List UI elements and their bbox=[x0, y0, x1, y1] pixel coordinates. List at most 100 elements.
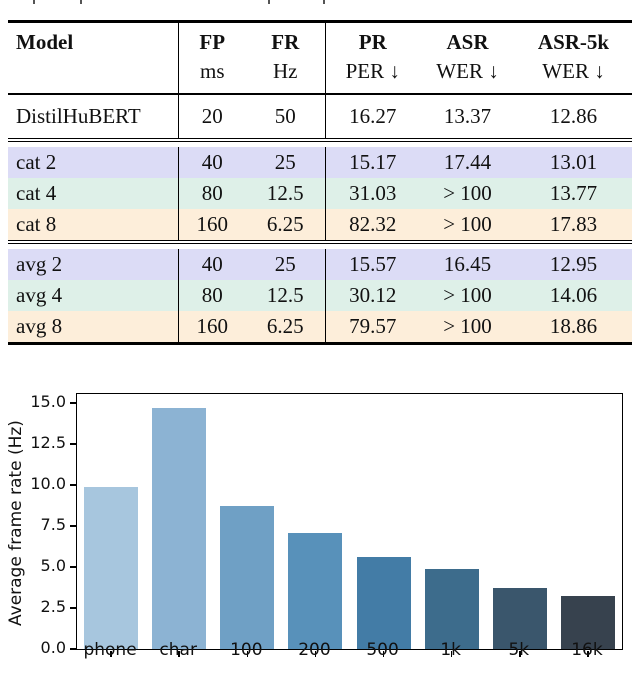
value-cell: 40 bbox=[177, 147, 246, 178]
cropped-text-fragment bbox=[33, 0, 35, 4]
x-tick-mark bbox=[314, 650, 317, 657]
cropped-text-fragment bbox=[323, 0, 325, 4]
value-cell: 13.37 bbox=[420, 94, 515, 139]
y-tick-label: 12.5 bbox=[30, 433, 66, 453]
double-rule bbox=[8, 138, 632, 142]
cropped-text-fragment bbox=[268, 0, 270, 4]
x-tick-mark bbox=[450, 650, 453, 657]
y-tick-label: 5.0 bbox=[40, 556, 66, 575]
table-header: Model FP FR PR ASR ASR-5k ms Hz PER ↓ WE… bbox=[8, 21, 632, 94]
y-tick-mark bbox=[69, 607, 76, 609]
value-cell: 20 bbox=[177, 94, 246, 139]
y-tick-mark bbox=[69, 566, 76, 568]
value-cell: 13.01 bbox=[515, 147, 632, 178]
value-cell: 16.45 bbox=[420, 249, 515, 280]
header-model: Model bbox=[16, 30, 74, 54]
results-table-wrapper: Model FP FR PR ASR ASR-5k ms Hz PER ↓ WE… bbox=[8, 20, 632, 345]
value-cell: > 100 bbox=[420, 209, 515, 241]
value-cell: 30.12 bbox=[324, 280, 420, 311]
x-tick-mark bbox=[110, 650, 112, 657]
value-cell: 80 bbox=[177, 280, 246, 311]
model-cell: avg 4 bbox=[8, 280, 178, 311]
value-cell: > 100 bbox=[420, 280, 515, 311]
x-tick-label-phone: phone bbox=[83, 640, 137, 660]
value-cell: 12.5 bbox=[246, 280, 325, 311]
bar-500 bbox=[356, 557, 411, 649]
value-cell: 50 bbox=[246, 94, 325, 139]
y-tick-label: 10.0 bbox=[30, 474, 66, 493]
x-tick-label-500: 500 bbox=[366, 640, 399, 660]
value-cell: 82.32 bbox=[324, 209, 420, 241]
y-tick-label: 7.5 bbox=[40, 515, 66, 534]
x-tick-label-100: 100 bbox=[230, 640, 263, 660]
x-tick-mark bbox=[178, 650, 180, 657]
value-cell: 17.44 bbox=[420, 147, 515, 178]
value-cell: 79.57 bbox=[324, 311, 420, 344]
y-tick-label: 2.5 bbox=[40, 597, 66, 616]
table-row: avg 8 160 6.25 79.57 > 100 18.86 bbox=[8, 311, 632, 344]
bar-phone bbox=[84, 487, 139, 649]
table-header-row-2: ms Hz PER ↓ WER ↓ WER ↓ bbox=[8, 57, 632, 94]
header-asr5k-unit: WER ↓ bbox=[542, 59, 605, 83]
bar-1k bbox=[424, 568, 479, 649]
header-fr: FR bbox=[271, 30, 300, 54]
header-asr5k: ASR-5k bbox=[537, 30, 610, 54]
results-table: Model FP FR PR ASR ASR-5k ms Hz PER ↓ WE… bbox=[8, 20, 632, 345]
value-cell: > 100 bbox=[420, 178, 515, 209]
header-model-unit bbox=[8, 57, 178, 94]
x-tick-label-1k: 1k bbox=[440, 640, 462, 660]
y-tick-mark bbox=[69, 443, 76, 445]
value-cell: 14.06 bbox=[515, 280, 632, 311]
bar-200 bbox=[288, 532, 343, 649]
value-cell: 6.25 bbox=[246, 311, 325, 344]
value-cell: 25 bbox=[246, 249, 325, 280]
x-tick-mark bbox=[519, 650, 521, 657]
x-tick-label-200: 200 bbox=[298, 640, 331, 660]
bar-5k bbox=[492, 588, 547, 649]
model-cell: avg 8 bbox=[8, 311, 178, 344]
header-pr-unit: PER ↓ bbox=[324, 57, 420, 94]
value-cell: 17.83 bbox=[515, 209, 632, 241]
x-tick-label-char: char bbox=[159, 640, 197, 660]
x-tick-mark bbox=[382, 650, 385, 657]
y-tick-mark bbox=[69, 525, 76, 527]
header-fr-unit: Hz bbox=[273, 59, 298, 83]
header-asr: ASR bbox=[446, 30, 489, 54]
table-row: avg 2 40 25 15.57 16.45 12.95 bbox=[8, 249, 632, 280]
value-cell: > 100 bbox=[420, 311, 515, 344]
x-tick-label-5k: 5k bbox=[508, 640, 530, 660]
y-tick-mark bbox=[69, 402, 76, 404]
table-body: DistilHuBERT 20 50 16.27 13.37 12.86 cat 2 40 25… bbox=[8, 94, 632, 344]
model-cell: cat 2 bbox=[8, 147, 178, 178]
frame-rate-bar-chart: Average frame rate (Hz) 0.0 2.5 5.0 7.5 10.0… bbox=[0, 378, 640, 679]
x-tick-mark bbox=[587, 650, 589, 657]
value-cell: 12.95 bbox=[515, 249, 632, 280]
value-cell: 18.86 bbox=[515, 311, 632, 344]
y-tick-mark bbox=[69, 648, 76, 650]
value-cell: 15.57 bbox=[324, 249, 420, 280]
value-cell: 25 bbox=[246, 147, 325, 178]
model-cell: cat 8 bbox=[8, 209, 178, 241]
x-tick-mark bbox=[246, 650, 249, 657]
value-cell: 160 bbox=[177, 311, 246, 344]
y-tick-label: 15.0 bbox=[30, 392, 66, 412]
value-cell: 80 bbox=[177, 178, 246, 209]
value-cell: 13.77 bbox=[515, 178, 632, 209]
value-cell: 160 bbox=[177, 209, 246, 241]
x-tick-label-16k: 16k bbox=[571, 640, 603, 660]
value-cell: 40 bbox=[177, 249, 246, 280]
table-header-row-1: Model FP FR PR ASR ASR-5k bbox=[8, 21, 632, 57]
double-rule bbox=[8, 240, 632, 244]
value-cell: 15.17 bbox=[324, 147, 420, 178]
section-double-rule bbox=[8, 138, 632, 142]
table-row: cat 8 160 6.25 82.32 > 100 17.83 bbox=[8, 209, 632, 241]
model-cell: avg 2 bbox=[8, 249, 178, 280]
value-cell: 12.86 bbox=[515, 94, 632, 139]
y-tick-label: 0.0 bbox=[40, 638, 66, 657]
header-asr-unit: WER ↓ bbox=[436, 59, 499, 83]
model-cell: DistilHuBERT bbox=[8, 94, 178, 139]
header-pr: PR bbox=[324, 21, 420, 57]
model-cell: cat 4 bbox=[8, 178, 178, 209]
bar-char bbox=[152, 407, 207, 649]
table-row: cat 4 80 12.5 31.03 > 100 13.77 bbox=[8, 178, 632, 209]
